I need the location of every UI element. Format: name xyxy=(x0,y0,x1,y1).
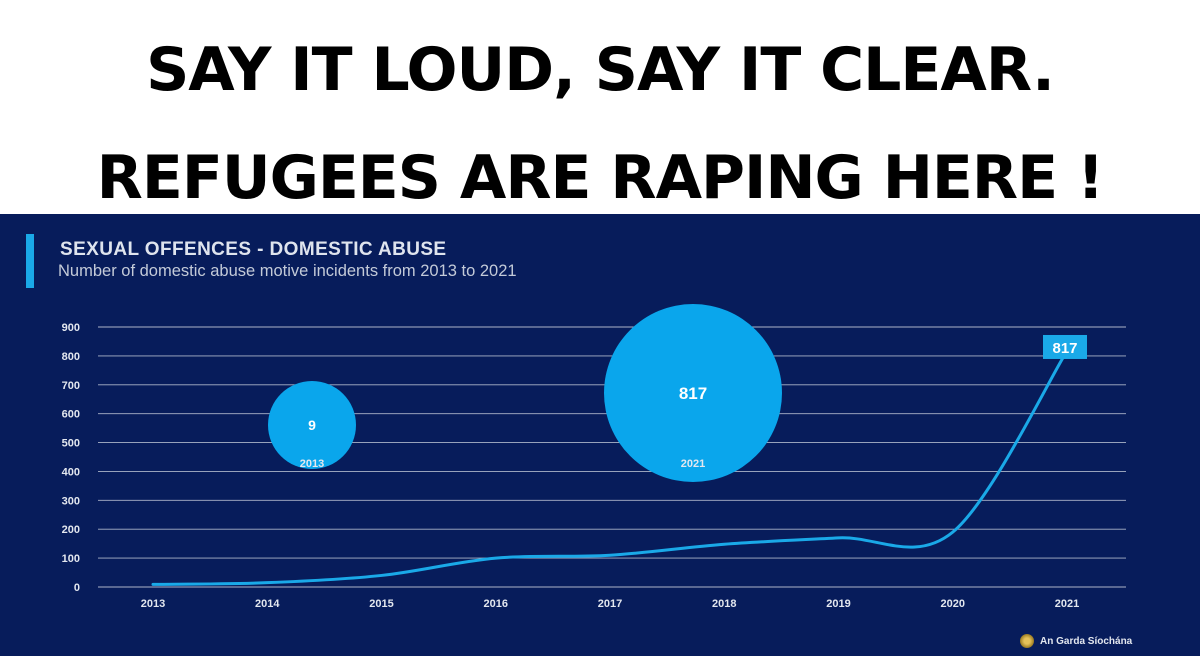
x-tick-label: 2013 xyxy=(141,598,165,610)
y-tick-label: 700 xyxy=(62,380,80,392)
chart-panel xyxy=(0,214,1200,656)
x-tick-label: 2015 xyxy=(369,598,393,610)
headline-banner: SAY IT LOUD, SAY IT CLEAR. REFUGEES ARE … xyxy=(0,0,1200,212)
title-accent-bar xyxy=(26,234,34,288)
x-tick-label: 2018 xyxy=(712,598,736,610)
headline-line-1: SAY IT LOUD, SAY IT CLEAR. xyxy=(146,35,1055,105)
y-tick-label: 100 xyxy=(62,553,80,565)
y-tick-label: 200 xyxy=(62,524,80,536)
x-tick-label: 2021 xyxy=(1055,598,1079,610)
garda-logo: An Garda Síochána xyxy=(1020,634,1132,648)
y-tick-label: 900 xyxy=(62,322,80,334)
annotation-bubble xyxy=(604,304,782,482)
logo-text: An Garda Síochána xyxy=(1040,635,1133,647)
annotation-bubbles: 9 2013 817 2021 xyxy=(268,304,782,482)
end-value-label: 817 xyxy=(1043,334,1087,359)
end-value-label: 817 xyxy=(1052,340,1077,357)
x-tick-label: 2019 xyxy=(826,598,850,610)
end-value-box xyxy=(1043,334,1087,359)
y-tick-label: 600 xyxy=(62,409,80,421)
bubble-value-label: 817 xyxy=(679,384,707,403)
bubble-year-label: 2021 xyxy=(681,458,705,470)
y-tick-label: 800 xyxy=(62,351,80,363)
y-tick-label: 500 xyxy=(62,438,80,450)
y-tick-label: 300 xyxy=(62,495,80,507)
y-tick-label: 0 xyxy=(74,582,80,594)
series-line-path xyxy=(151,349,1069,586)
bubble-year-label: 2013 xyxy=(300,458,324,470)
x-axis-ticks: 2013 2014 2015 2016 2017 2018 2019 2020 2021 xyxy=(141,598,1079,610)
y-tick-label: 400 xyxy=(62,466,80,478)
annotation-bubble xyxy=(268,381,356,469)
series-line xyxy=(151,349,1069,586)
x-tick-label: 2020 xyxy=(941,598,965,610)
headline-line-2: REFUGEES ARE RAPING HERE ! xyxy=(96,143,1105,213)
x-tick-label: 2014 xyxy=(255,598,280,610)
garda-crest-icon xyxy=(1020,634,1034,648)
x-tick-label: 2016 xyxy=(484,598,508,610)
x-tick-label: 2017 xyxy=(598,598,622,610)
chart-subtitle: Number of domestic abuse motive incident… xyxy=(58,262,517,280)
bubble-value-label: 9 xyxy=(308,417,316,433)
chart-title: SEXUAL OFFENCES - DOMESTIC ABUSE xyxy=(60,239,447,260)
y-axis-ticks: 0 100 200 300 400 500 600 700 800 900 xyxy=(62,322,80,594)
